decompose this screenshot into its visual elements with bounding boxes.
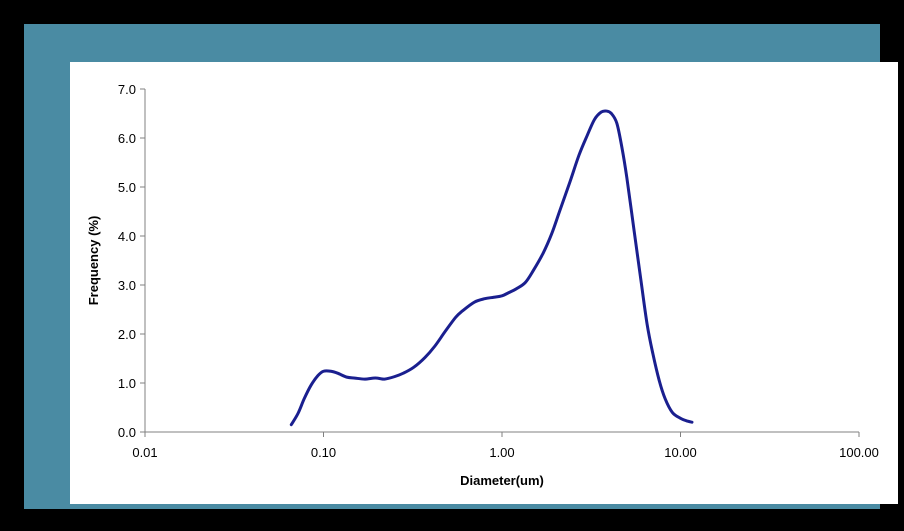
y-tick-label: 5.0: [118, 180, 136, 195]
y-tick-label: 3.0: [118, 278, 136, 293]
y-tick-label: 1.0: [118, 376, 136, 391]
x-tick-label: 100.00: [839, 445, 879, 460]
series-line: [289, 109, 694, 427]
frequency-chart: 0.01 0.10 1.00 10.00 100.00 0.0 1.0 2.0 3.0 4.0 5…: [86, 82, 879, 488]
x-tick-label: 10.00: [664, 445, 697, 460]
y-ticks: 0.0 1.0 2.0 3.0 4.0 5.0 6.0 7.0: [118, 82, 145, 440]
x-tick-label: 0.10: [311, 445, 336, 460]
y-tick-label: 7.0: [118, 82, 136, 97]
y-axis-title: Frequency (%): [86, 216, 101, 306]
chart-frame: 0.01 0.10 1.00 10.00 100.00 0.0 1.0 2.0 3.0 4.0 5…: [24, 24, 898, 509]
y-tick-label: 2.0: [118, 327, 136, 342]
axes: [144, 89, 859, 433]
x-ticks: 0.01 0.10 1.00 10.00 100.00: [132, 432, 879, 460]
y-tick-label: 4.0: [118, 229, 136, 244]
x-axis-title: Diameter(um): [460, 473, 544, 488]
x-tick-label: 0.01: [132, 445, 157, 460]
x-tick-label: 1.00: [489, 445, 514, 460]
chart-area: 0.01 0.10 1.00 10.00 100.00 0.0 1.0 2.0 3.0 4.0 5…: [70, 62, 898, 504]
y-tick-label: 0.0: [118, 425, 136, 440]
y-tick-label: 6.0: [118, 131, 136, 146]
